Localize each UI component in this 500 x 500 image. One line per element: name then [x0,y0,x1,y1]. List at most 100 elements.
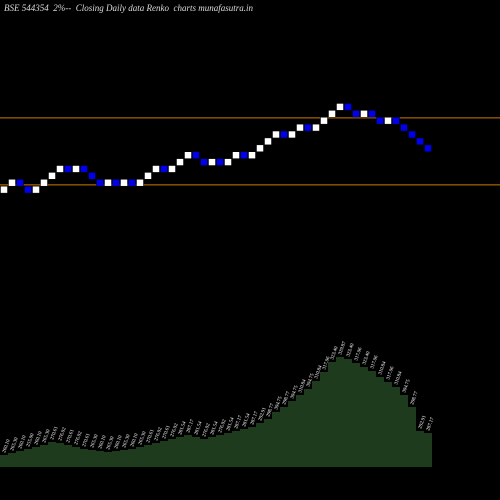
brick-price-label: 265.30 [42,429,52,444]
renko-brick [400,123,408,132]
volume-bar [336,357,344,467]
renko-brick [192,151,200,159]
brick-price-label: 298.77 [410,391,420,406]
brick-price-label: 276.02 [202,423,212,438]
renko-brick [280,130,288,139]
brick-price-label: 270.61 [66,429,76,444]
renko-brick [16,179,24,187]
volume-bar [56,443,64,467]
volume-bar [144,445,152,467]
volume-bar [136,447,144,467]
volume-bar [176,437,184,467]
brick-price-label: 304.75 [306,373,316,388]
brick-price-label: 265.30 [106,436,116,451]
brick-price-label: 260.10 [114,435,124,450]
volume-bar [112,451,120,467]
brick-price-label: 270.61 [162,425,172,440]
brick-price-label: 265.30 [90,434,100,449]
brick-price-label: 310.84 [298,379,308,394]
volume-bar [96,451,104,467]
renko-brick [240,151,248,159]
volume-bar [160,441,168,467]
volume-bar [384,382,392,467]
brick-price-label: 292.91 [258,407,268,422]
renko-brick [120,179,128,187]
brick-price-label: 281.54 [178,421,188,436]
brick-price-label: 287.17 [426,417,436,432]
brick-price-label: 310.84 [314,365,324,380]
volume-bar [272,412,280,467]
renko-brick [152,165,160,173]
renko-brick [96,179,104,187]
volume-bar [376,377,384,467]
volume-bar [392,387,400,467]
renko-brick [88,172,96,180]
volume-bar [0,455,8,467]
brick-price-label: 292.91 [418,415,428,430]
volume-bar [72,447,80,467]
volume-bar [320,372,328,467]
renko-brick [224,158,232,166]
brick-price-label: 260.10 [18,435,28,450]
renko-brick [216,158,224,166]
volume-bar [288,401,296,467]
brick-price-label: 270.61 [50,426,60,441]
brick-price-label: 265.30 [138,431,148,446]
volume-bar [408,407,416,467]
brick-price-label: 323.40 [330,346,340,361]
volume-bar [200,439,208,467]
volume-bar [352,363,360,467]
renko-brick [272,130,280,139]
brick-price-label: 298.77 [282,391,292,406]
renko-brick [112,179,120,187]
brick-price-label: 281.54 [210,421,220,436]
renko-brick [176,158,184,166]
volume-bar [240,429,248,467]
volume-bar [120,450,128,467]
renko-brick [128,179,136,187]
brick-price-label: 255.00 [26,433,36,448]
brick-price-label: 276.02 [170,423,180,438]
brick-price-label: 287.17 [250,411,260,426]
renko-brick [336,103,344,111]
renko-brick [320,117,328,125]
renko-brick [248,151,256,159]
volume-bar [264,419,272,467]
volume-bar [296,395,304,467]
renko-brick [360,110,368,118]
brick-price-label: 323.40 [362,351,372,366]
volume-bar [304,389,312,467]
brick-price-label: 317.06 [386,366,396,381]
volume-bar [360,367,368,467]
brick-price-label: 270.61 [82,433,92,448]
volume-bar [224,433,232,467]
renko-brick [264,137,272,146]
volume-bar [80,449,88,467]
renko-brick [384,117,392,125]
volume-bar [48,442,56,467]
brick-price-label: 310.84 [378,361,388,376]
brick-price-label: 317.06 [370,355,380,370]
brick-price-label: 304.75 [290,385,300,400]
volume-bar [88,450,96,467]
renko-brick [416,137,424,146]
brick-price-label: 265.30 [10,437,20,452]
brick-price-label: 281.54 [194,421,204,436]
brick-price-label: 260.10 [98,435,108,450]
renko-brick [184,151,192,159]
brick-price-label: 260.10 [2,439,12,454]
renko-brick [312,123,320,132]
volume-bar [24,449,32,467]
renko-brick [104,179,112,187]
renko-brick [408,130,416,139]
volume-bar [248,427,256,467]
renko-brick [80,165,88,173]
volume-bar [40,445,48,467]
chart-title: BSE 544354 2%-- Closing Daily data Renko… [4,3,253,13]
renko-brick [72,165,80,173]
renko-brick [256,144,264,152]
renko-brick [200,158,208,166]
renko-brick [168,165,176,173]
